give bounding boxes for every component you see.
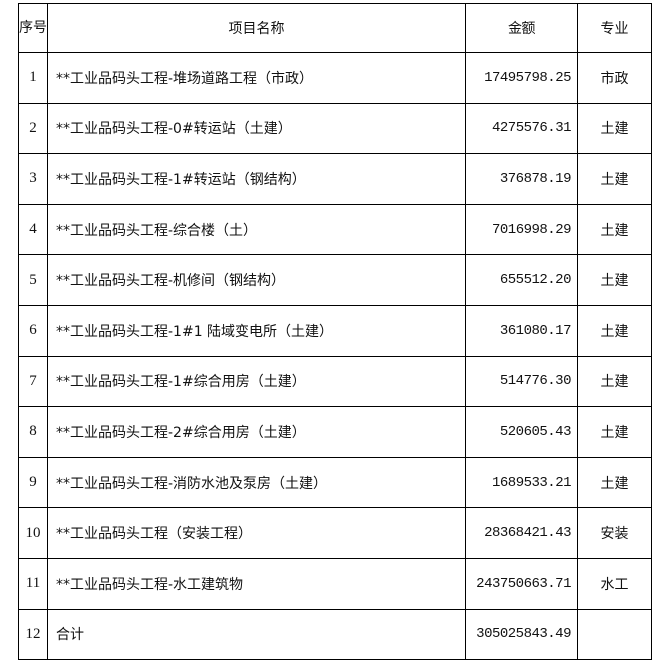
cell-seq: 10 bbox=[18, 507, 48, 559]
cell-amount: 514776.30 bbox=[465, 355, 578, 408]
table-row: 8 **工业品码头工程-2#综合用房（土建） 520605.43 土建 bbox=[18, 406, 652, 458]
cell-seq: 7 bbox=[18, 355, 48, 408]
cell-specialty: 土建 bbox=[577, 406, 652, 458]
header-amount: 金额 bbox=[465, 3, 578, 53]
table-row: 2 **工业品码头工程-0#转运站（土建） 4275576.31 土建 bbox=[18, 102, 652, 155]
table-row: 5 **工业品码头工程-机修间（钢结构） 655512.20 土建 bbox=[18, 254, 652, 306]
cell-amount: 376878.19 bbox=[465, 153, 578, 205]
cell-specialty: 土建 bbox=[577, 456, 652, 509]
cell-amount: 243750663.71 bbox=[465, 557, 578, 610]
cell-specialty: 土建 bbox=[577, 102, 652, 155]
cell-seq: 5 bbox=[18, 254, 48, 306]
table-row: 12 合计 305025843.49 bbox=[18, 608, 652, 661]
cell-amount: 361080.17 bbox=[465, 304, 578, 357]
table-row: 10 **工业品码头工程（安装工程） 28368421.43 安装 bbox=[18, 507, 652, 559]
cell-specialty: 水工 bbox=[577, 557, 652, 610]
cell-amount: 7016998.29 bbox=[465, 203, 578, 256]
cell-seq: 6 bbox=[18, 304, 48, 357]
cell-seq: 4 bbox=[18, 203, 48, 256]
header-specialty: 专业 bbox=[577, 3, 652, 53]
table-row: 11 **工业品码头工程-水工建筑物 243750663.71 水工 bbox=[18, 557, 652, 610]
cell-seq: 8 bbox=[18, 406, 48, 458]
cell-amount: 1689533.21 bbox=[465, 456, 578, 509]
cell-specialty: 土建 bbox=[577, 254, 652, 306]
cell-specialty bbox=[577, 608, 652, 661]
cell-name: **工业品码头工程-1#转运站（钢结构） bbox=[47, 153, 466, 205]
cell-specialty: 市政 bbox=[577, 52, 652, 104]
cell-name: **工业品码头工程-0#转运站（土建） bbox=[47, 102, 466, 155]
cell-specialty: 土建 bbox=[577, 304, 652, 357]
cell-name: **工业品码头工程-1#综合用房（土建） bbox=[47, 355, 466, 408]
cell-seq: 3 bbox=[18, 153, 48, 205]
cell-name: **工业品码头工程-机修间（钢结构） bbox=[47, 254, 466, 306]
cell-amount: 4275576.31 bbox=[465, 102, 578, 155]
cell-amount: 520605.43 bbox=[465, 406, 578, 458]
header-name: 项目名称 bbox=[47, 3, 466, 53]
cell-seq: 11 bbox=[18, 557, 48, 610]
cell-name: **工业品码头工程-1#1 陆域变电所（土建） bbox=[47, 304, 466, 357]
cell-name: **工业品码头工程-2#综合用房（土建） bbox=[47, 406, 466, 458]
cell-name: **工业品码头工程-堆场道路工程（市政） bbox=[47, 52, 466, 104]
cell-name: **工业品码头工程-消防水池及泵房（土建） bbox=[47, 456, 466, 509]
cell-amount: 28368421.43 bbox=[465, 507, 578, 559]
table-header-row: 序号 项目名称 金额 专业 bbox=[18, 3, 652, 53]
cell-amount: 655512.20 bbox=[465, 254, 578, 306]
table-row: 7 **工业品码头工程-1#综合用房（土建） 514776.30 土建 bbox=[18, 355, 652, 408]
cell-specialty: 安装 bbox=[577, 507, 652, 559]
cell-name: **工业品码头工程-综合楼（土） bbox=[47, 203, 466, 256]
cell-name: **工业品码头工程（安装工程） bbox=[47, 507, 466, 559]
cell-seq: 2 bbox=[18, 102, 48, 155]
header-seq: 序号 bbox=[18, 3, 48, 53]
cell-specialty: 土建 bbox=[577, 355, 652, 408]
table-row: 6 **工业品码头工程-1#1 陆域变电所（土建） 361080.17 土建 bbox=[18, 304, 652, 357]
table-row: 9 **工业品码头工程-消防水池及泵房（土建） 1689533.21 土建 bbox=[18, 456, 652, 509]
cell-amount: 17495798.25 bbox=[465, 52, 578, 104]
project-cost-table: 序号 项目名称 金额 专业 1 **工业品码头工程-堆场道路工程（市政） 17495… bbox=[18, 3, 652, 661]
cell-name: 合计 bbox=[47, 608, 466, 661]
cell-seq: 1 bbox=[18, 52, 48, 104]
cell-seq: 12 bbox=[18, 608, 48, 661]
cell-name: **工业品码头工程-水工建筑物 bbox=[47, 557, 466, 610]
cell-seq: 9 bbox=[18, 456, 48, 509]
table-row: 4 **工业品码头工程-综合楼（土） 7016998.29 土建 bbox=[18, 203, 652, 256]
table-row: 1 **工业品码头工程-堆场道路工程（市政） 17495798.25 市政 bbox=[18, 52, 652, 104]
cell-specialty: 土建 bbox=[577, 153, 652, 205]
table-row: 3 **工业品码头工程-1#转运站（钢结构） 376878.19 土建 bbox=[18, 153, 652, 205]
cell-amount: 305025843.49 bbox=[465, 608, 578, 661]
cell-specialty: 土建 bbox=[577, 203, 652, 256]
